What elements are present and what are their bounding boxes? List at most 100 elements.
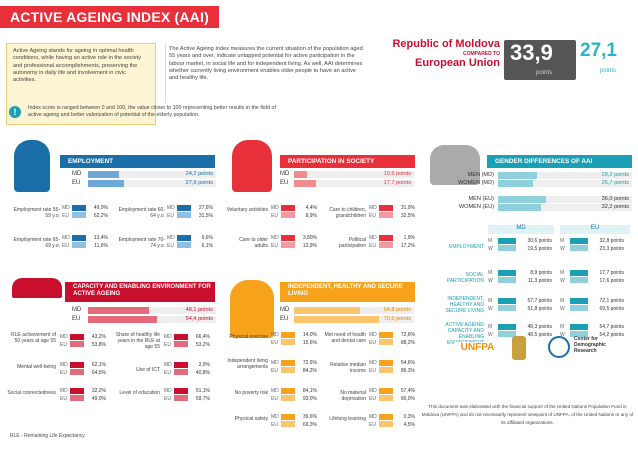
gender-row-bar: [498, 180, 632, 187]
gender-row-bar: [498, 204, 632, 211]
eu-cell: [281, 339, 295, 346]
domain-eu: M 72,1 points W 69,5 points: [560, 298, 624, 313]
w-cell: [498, 245, 516, 252]
md-w-value: 19,5 points: [527, 245, 552, 252]
page-title: ACTIVE AGEING INDEX (AAI): [0, 6, 219, 28]
eu-value: 11,6%: [94, 242, 108, 249]
md-tag: MD: [369, 360, 377, 367]
md-value: 72,6%: [302, 360, 317, 367]
eu-tag: EU: [60, 341, 67, 348]
md-tag: MD: [60, 388, 68, 395]
eu-value: 69,3%: [302, 421, 317, 428]
cdr-logo-icon: [548, 336, 570, 358]
md-value: 1,9%: [403, 235, 415, 242]
eu-value: 8,9%: [305, 212, 317, 219]
gender-domains: EMPLOYMENT M 30,6 points W 19,5 points M 32…: [430, 238, 635, 378]
eu-tag: EU: [167, 212, 174, 219]
gender-row-value: 32,2 points: [601, 204, 629, 210]
md-cell: [379, 360, 393, 366]
independent-indicator-values: MD 72,6% EU 84,2%: [271, 360, 317, 375]
md-w-value: 11,3 points: [527, 277, 552, 284]
md-cell: [70, 334, 84, 340]
md-tag: MD: [62, 205, 70, 212]
capacity-md-value: 48,1 points: [185, 307, 213, 313]
participation-md-label: MD: [280, 171, 290, 177]
eu-m-value: 32,8 points: [599, 238, 624, 245]
md-m-value: 30,6 points: [527, 238, 552, 245]
md-tag: MD: [60, 362, 68, 369]
participation-header: PARTICIPATION IN SOCIETY: [280, 155, 415, 168]
md-value: 43,2%: [91, 334, 106, 341]
capacity-indicator-values: MD 32,2% EU 49,0%: [60, 388, 106, 403]
md-value: 31,0%: [400, 205, 415, 212]
md-cell: [174, 388, 188, 394]
md-tag: MD: [369, 414, 377, 421]
participation-indicator-values: MD 3,80% EU 12,9%: [271, 235, 317, 250]
eu-tag: EU: [62, 242, 69, 249]
md-tag: MD: [167, 205, 175, 212]
eu-value: 90,0%: [400, 395, 415, 402]
md-cell: [379, 205, 393, 211]
md-cell: [72, 205, 86, 211]
gender-row-bar: [498, 196, 632, 203]
independent-indicator-values: MD 54,6% EU 86,3%: [369, 360, 415, 375]
intro-description-text: The Active Ageing Index measures the cur…: [169, 46, 363, 82]
w-tag: W: [488, 305, 493, 312]
employment-indicator-label: Employment rate 65-69 y.o.: [13, 237, 60, 249]
m-tag: M: [560, 324, 565, 331]
employment-indicator-values: MD 6,6% EU 6,1%: [167, 235, 213, 250]
md-tag: MD: [271, 360, 279, 367]
w-cell: [498, 277, 516, 284]
employment-indicators: Employment rate 55-59 y.o. MD 49,0% EU 62,…: [10, 205, 220, 265]
gender-row-bar: [498, 172, 632, 179]
employment-md-value: 24,2 points: [185, 171, 213, 177]
md-cell: [70, 388, 84, 394]
independent-indicator-values: MD 84,1% EU 93,0%: [271, 388, 317, 403]
independent-indicator-values: MD 57,4% EU 90,0%: [369, 388, 415, 403]
eu-value: 59,7%: [195, 395, 210, 402]
m-cell: [498, 238, 516, 244]
eu-w-value: 69,5 points: [599, 305, 624, 312]
domain-md: M 57,7 points W 51,8 points: [488, 298, 552, 313]
eu-value: 49,0%: [91, 395, 106, 402]
info-icon: !: [9, 106, 21, 118]
participation-eu-fill: [294, 180, 316, 187]
intro-definition: Active Ageing stands for ageing in optim…: [6, 43, 156, 125]
eu-cell: [174, 395, 188, 402]
gender-row-value: 25,7 points: [601, 180, 629, 186]
eu-tag: EU: [369, 242, 376, 249]
w-cell: [570, 331, 588, 338]
eu-value: 32,5%: [400, 212, 415, 219]
note-text: Index score is ranged between 0 and 100,…: [28, 105, 276, 118]
md-tag: MD: [164, 388, 172, 395]
capacity-eu-label: EU: [72, 316, 81, 322]
md-cell: [379, 332, 393, 338]
md-value: 0,3%: [403, 414, 415, 421]
m-cell: [570, 298, 588, 304]
independent-eu-value: 70,6 points: [383, 316, 411, 322]
eu-value: 53,2%: [195, 341, 210, 348]
md-value: 13,4%: [93, 235, 108, 242]
independent-eu-bar: [294, 316, 414, 323]
eu-tag: EU: [164, 395, 171, 402]
md-tag: MD: [271, 235, 279, 242]
eu-cell: [72, 242, 86, 249]
eu-tag: EU: [60, 395, 67, 402]
employment-figure-icon: [14, 140, 50, 192]
md-cell: [177, 205, 191, 211]
eu-tag: EU: [271, 339, 278, 346]
capacity-indicator-label: Use of ICT: [136, 367, 160, 373]
participation-md-bar: [294, 171, 414, 178]
md-score: 33,9: [504, 40, 576, 80]
gender-col-md: MD: [488, 225, 554, 234]
union-label: European Union: [415, 57, 500, 69]
participation-eu-bar: [294, 180, 414, 187]
eu-w-value: 54,2 points: [599, 331, 624, 338]
gender-row-label: MEN (MD): [467, 172, 494, 178]
w-tag: W: [560, 331, 565, 338]
md-value: 39,6%: [302, 414, 317, 421]
domain-md: M 48,3 points W 48,5 points: [488, 324, 552, 339]
w-cell: [498, 305, 516, 312]
independent-indicator-values: MD 72,6% EU 88,2%: [369, 332, 415, 347]
md-tag: MD: [271, 388, 279, 395]
